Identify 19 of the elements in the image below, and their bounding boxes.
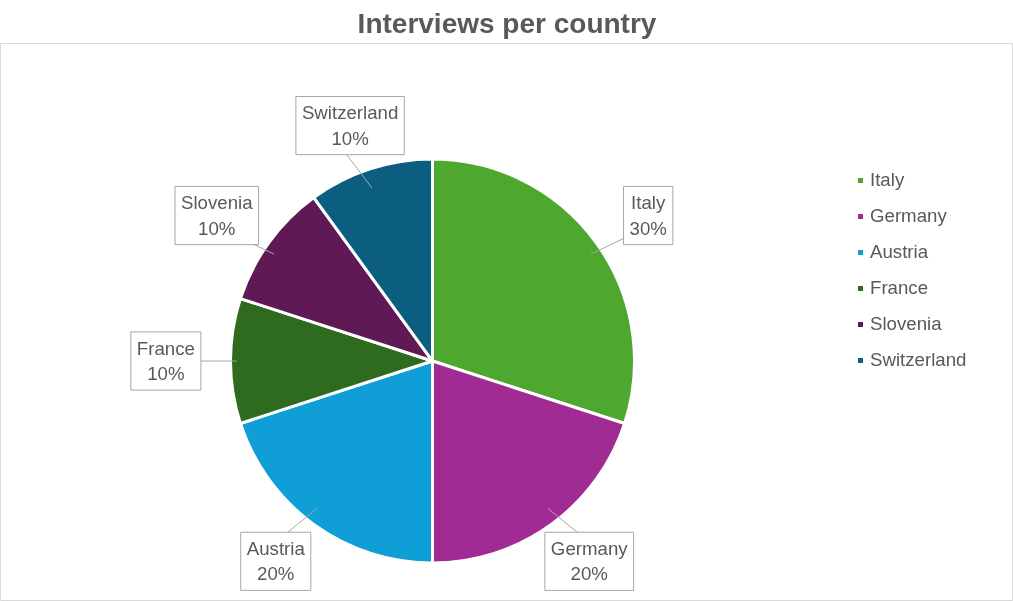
slice-label: Germany: [550, 538, 629, 560]
slice-label: Slovenia: [181, 192, 254, 214]
legend-label: Slovenia: [870, 313, 942, 335]
data-label: 20%: [257, 563, 295, 585]
slice-label: Switzerland: [301, 102, 399, 124]
data-label: 10%: [147, 363, 185, 385]
legend-label: Austria: [870, 241, 929, 263]
data-label: 30%: [629, 217, 667, 239]
data-label: 10%: [331, 127, 369, 149]
legend-label: Switzerland: [870, 349, 967, 371]
data-label: 10%: [198, 217, 236, 239]
legend-label: France: [870, 277, 929, 299]
slice-label: Italy: [631, 192, 666, 214]
legend-label: Germany: [870, 205, 947, 227]
slice-label: France: [136, 337, 195, 359]
legend-label: Italy: [870, 169, 905, 191]
data-label: 20%: [570, 563, 608, 585]
chart-title: Interviews per country: [357, 7, 657, 39]
slice-label: Austria: [246, 538, 306, 560]
